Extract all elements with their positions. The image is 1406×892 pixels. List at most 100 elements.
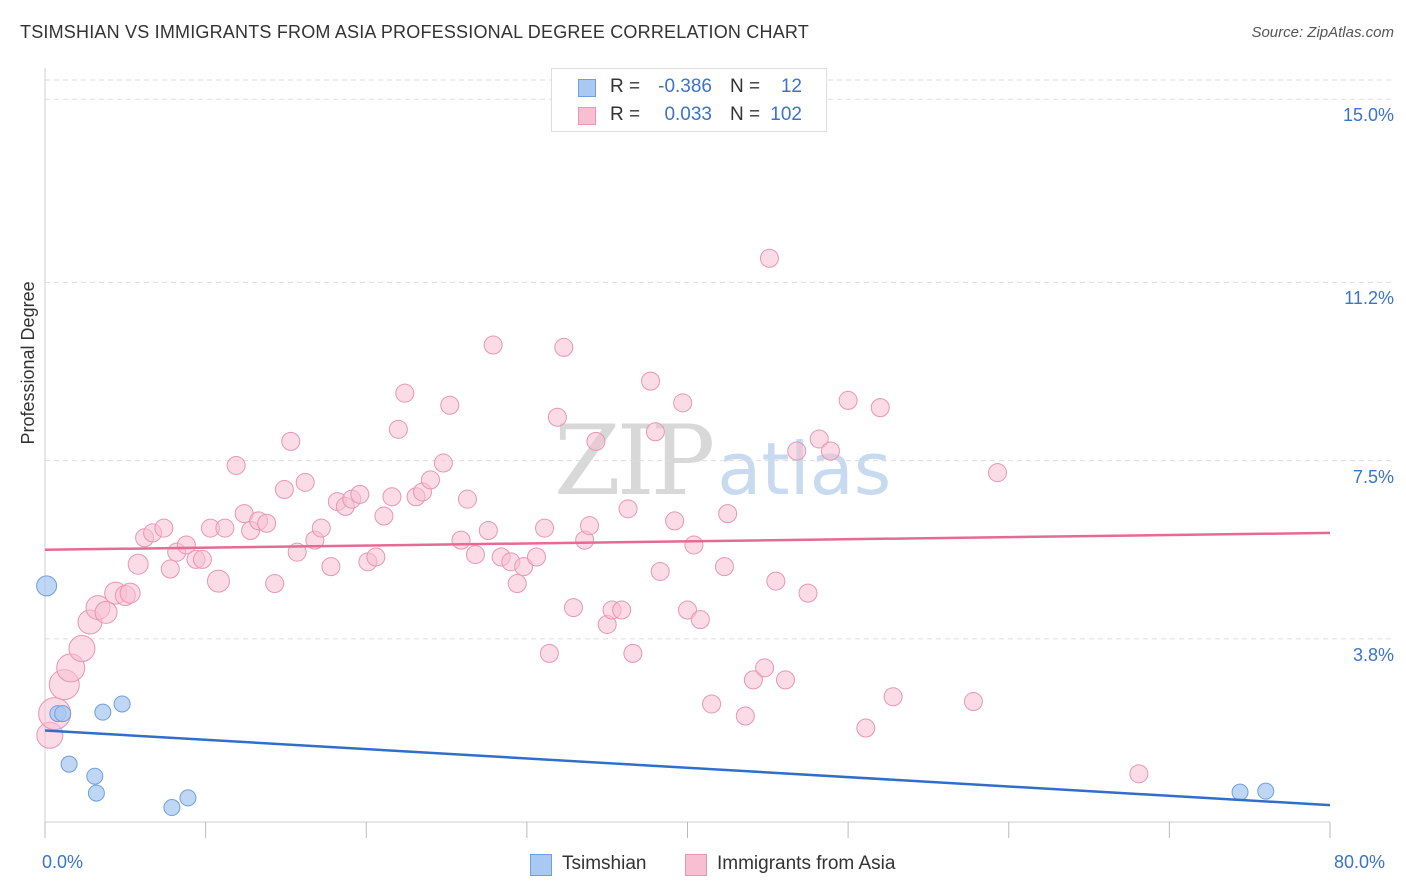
- asia-point: [465, 545, 485, 565]
- asia-point: [856, 718, 876, 738]
- x-tick-label-min: 0.0%: [42, 852, 84, 872]
- asia-point: [775, 670, 795, 690]
- tsimshian-point: [163, 799, 181, 817]
- series-swatch-asia: [685, 854, 707, 876]
- legend-r-value-tsimshian: -0.386: [658, 76, 712, 97]
- asia-point: [176, 535, 196, 555]
- asia-point: [257, 513, 277, 533]
- y-tick-label-0: 3.8%: [1352, 644, 1394, 665]
- correlation-legend: R = -0.386 N = 12 R = 0.033 N = 102: [551, 68, 827, 132]
- asia-point: [645, 422, 665, 442]
- asia-point: [192, 549, 212, 569]
- series-swatch-tsimshian: [530, 854, 552, 876]
- asia-point: [963, 692, 983, 712]
- asia-point: [759, 248, 779, 268]
- asia-point: [507, 574, 527, 593]
- asia-point: [483, 335, 503, 355]
- asia-point: [678, 600, 697, 620]
- asia-point: [295, 472, 315, 492]
- legend-r-label: R =: [610, 104, 641, 125]
- asia-point: [160, 559, 180, 579]
- asia-point: [535, 518, 555, 538]
- asia-point: [539, 643, 559, 663]
- legend-r-label: R =: [610, 76, 641, 97]
- asia-point: [94, 600, 118, 624]
- asia-point: [119, 582, 141, 604]
- tsimshian-trend-line: [44, 729, 1331, 807]
- asia-point: [457, 489, 477, 509]
- asia-point: [433, 453, 453, 473]
- asia-point: [883, 687, 903, 707]
- asia-point: [673, 393, 693, 413]
- axes: [44, 68, 1331, 838]
- tsimshian-point: [86, 767, 104, 785]
- asia-point: [265, 574, 285, 593]
- legend-n-label: N =: [730, 76, 761, 97]
- chart-title: TSIMSHIAN VS IMMIGRANTS FROM ASIA PROFES…: [20, 22, 809, 42]
- x-tick-label-max: 80.0%: [1334, 852, 1386, 872]
- tsimshian-point: [60, 755, 78, 773]
- asia-point: [514, 557, 534, 577]
- asia-points: [36, 248, 1149, 784]
- asia-point: [478, 521, 498, 540]
- asia-point: [665, 511, 685, 531]
- asia-point: [586, 431, 606, 451]
- series-label-tsimshian: Tsimshian: [562, 853, 647, 874]
- tsimshian-point: [113, 695, 131, 713]
- legend-r-value-asia: 0.033: [664, 104, 712, 125]
- legend-n-value-tsimshian: 12: [780, 76, 802, 97]
- asia-point: [311, 518, 331, 538]
- asia-point: [684, 535, 704, 555]
- asia-point: [641, 371, 661, 391]
- tsimshian-points: [36, 575, 1275, 817]
- y-tick-label-1: 7.5%: [1352, 466, 1394, 487]
- tsimshian-point: [54, 705, 72, 723]
- y-tick-label-2: 11.2%: [1344, 288, 1394, 309]
- asia-point: [755, 658, 775, 678]
- asia-point: [690, 610, 710, 630]
- asia-point: [554, 337, 574, 357]
- asia-point: [226, 455, 246, 475]
- asia-point: [215, 518, 235, 538]
- legend-n-value-asia: 102: [770, 104, 802, 125]
- asia-point: [451, 530, 471, 550]
- asia-point: [563, 598, 583, 618]
- asia-point: [395, 383, 415, 403]
- asia-point: [787, 441, 807, 461]
- tsimshian-point: [87, 784, 105, 802]
- asia-point: [154, 518, 174, 538]
- asia-point: [281, 431, 301, 451]
- watermark-atlas: atlas: [717, 427, 892, 511]
- legend-swatch-tsimshian: [578, 79, 596, 97]
- asia-point: [440, 395, 460, 415]
- y-tick-label-3: 15.0%: [1342, 105, 1394, 126]
- tsimshian-point: [1257, 782, 1275, 800]
- source-credit: Source: ZipAtlas.com: [1251, 24, 1394, 41]
- asia-point: [321, 557, 341, 577]
- legend-swatch-asia: [578, 107, 596, 125]
- tsimshian-point: [36, 575, 58, 597]
- asia-point: [870, 398, 890, 418]
- asia-point: [527, 547, 547, 567]
- asia-trend-line: [44, 531, 1331, 552]
- asia-point: [618, 499, 638, 519]
- asia-point: [735, 706, 755, 726]
- asia-point: [366, 547, 386, 567]
- tsimshian-point: [1231, 783, 1249, 801]
- asia-point: [127, 553, 149, 575]
- asia-point: [68, 635, 96, 663]
- asia-point: [274, 480, 294, 500]
- asia-point: [650, 561, 670, 581]
- asia-point: [988, 463, 1008, 483]
- grid-lines: [45, 79, 1394, 640]
- asia-point: [766, 571, 786, 591]
- asia-point: [547, 407, 567, 427]
- tsimshian-point: [179, 789, 197, 807]
- asia-point: [809, 429, 829, 449]
- asia-point: [206, 569, 230, 593]
- asia-point: [612, 600, 632, 620]
- trend-lines: [44, 531, 1331, 807]
- series-legend: Tsimshian Immigrants from Asia: [0, 852, 1406, 878]
- asia-point: [421, 470, 440, 490]
